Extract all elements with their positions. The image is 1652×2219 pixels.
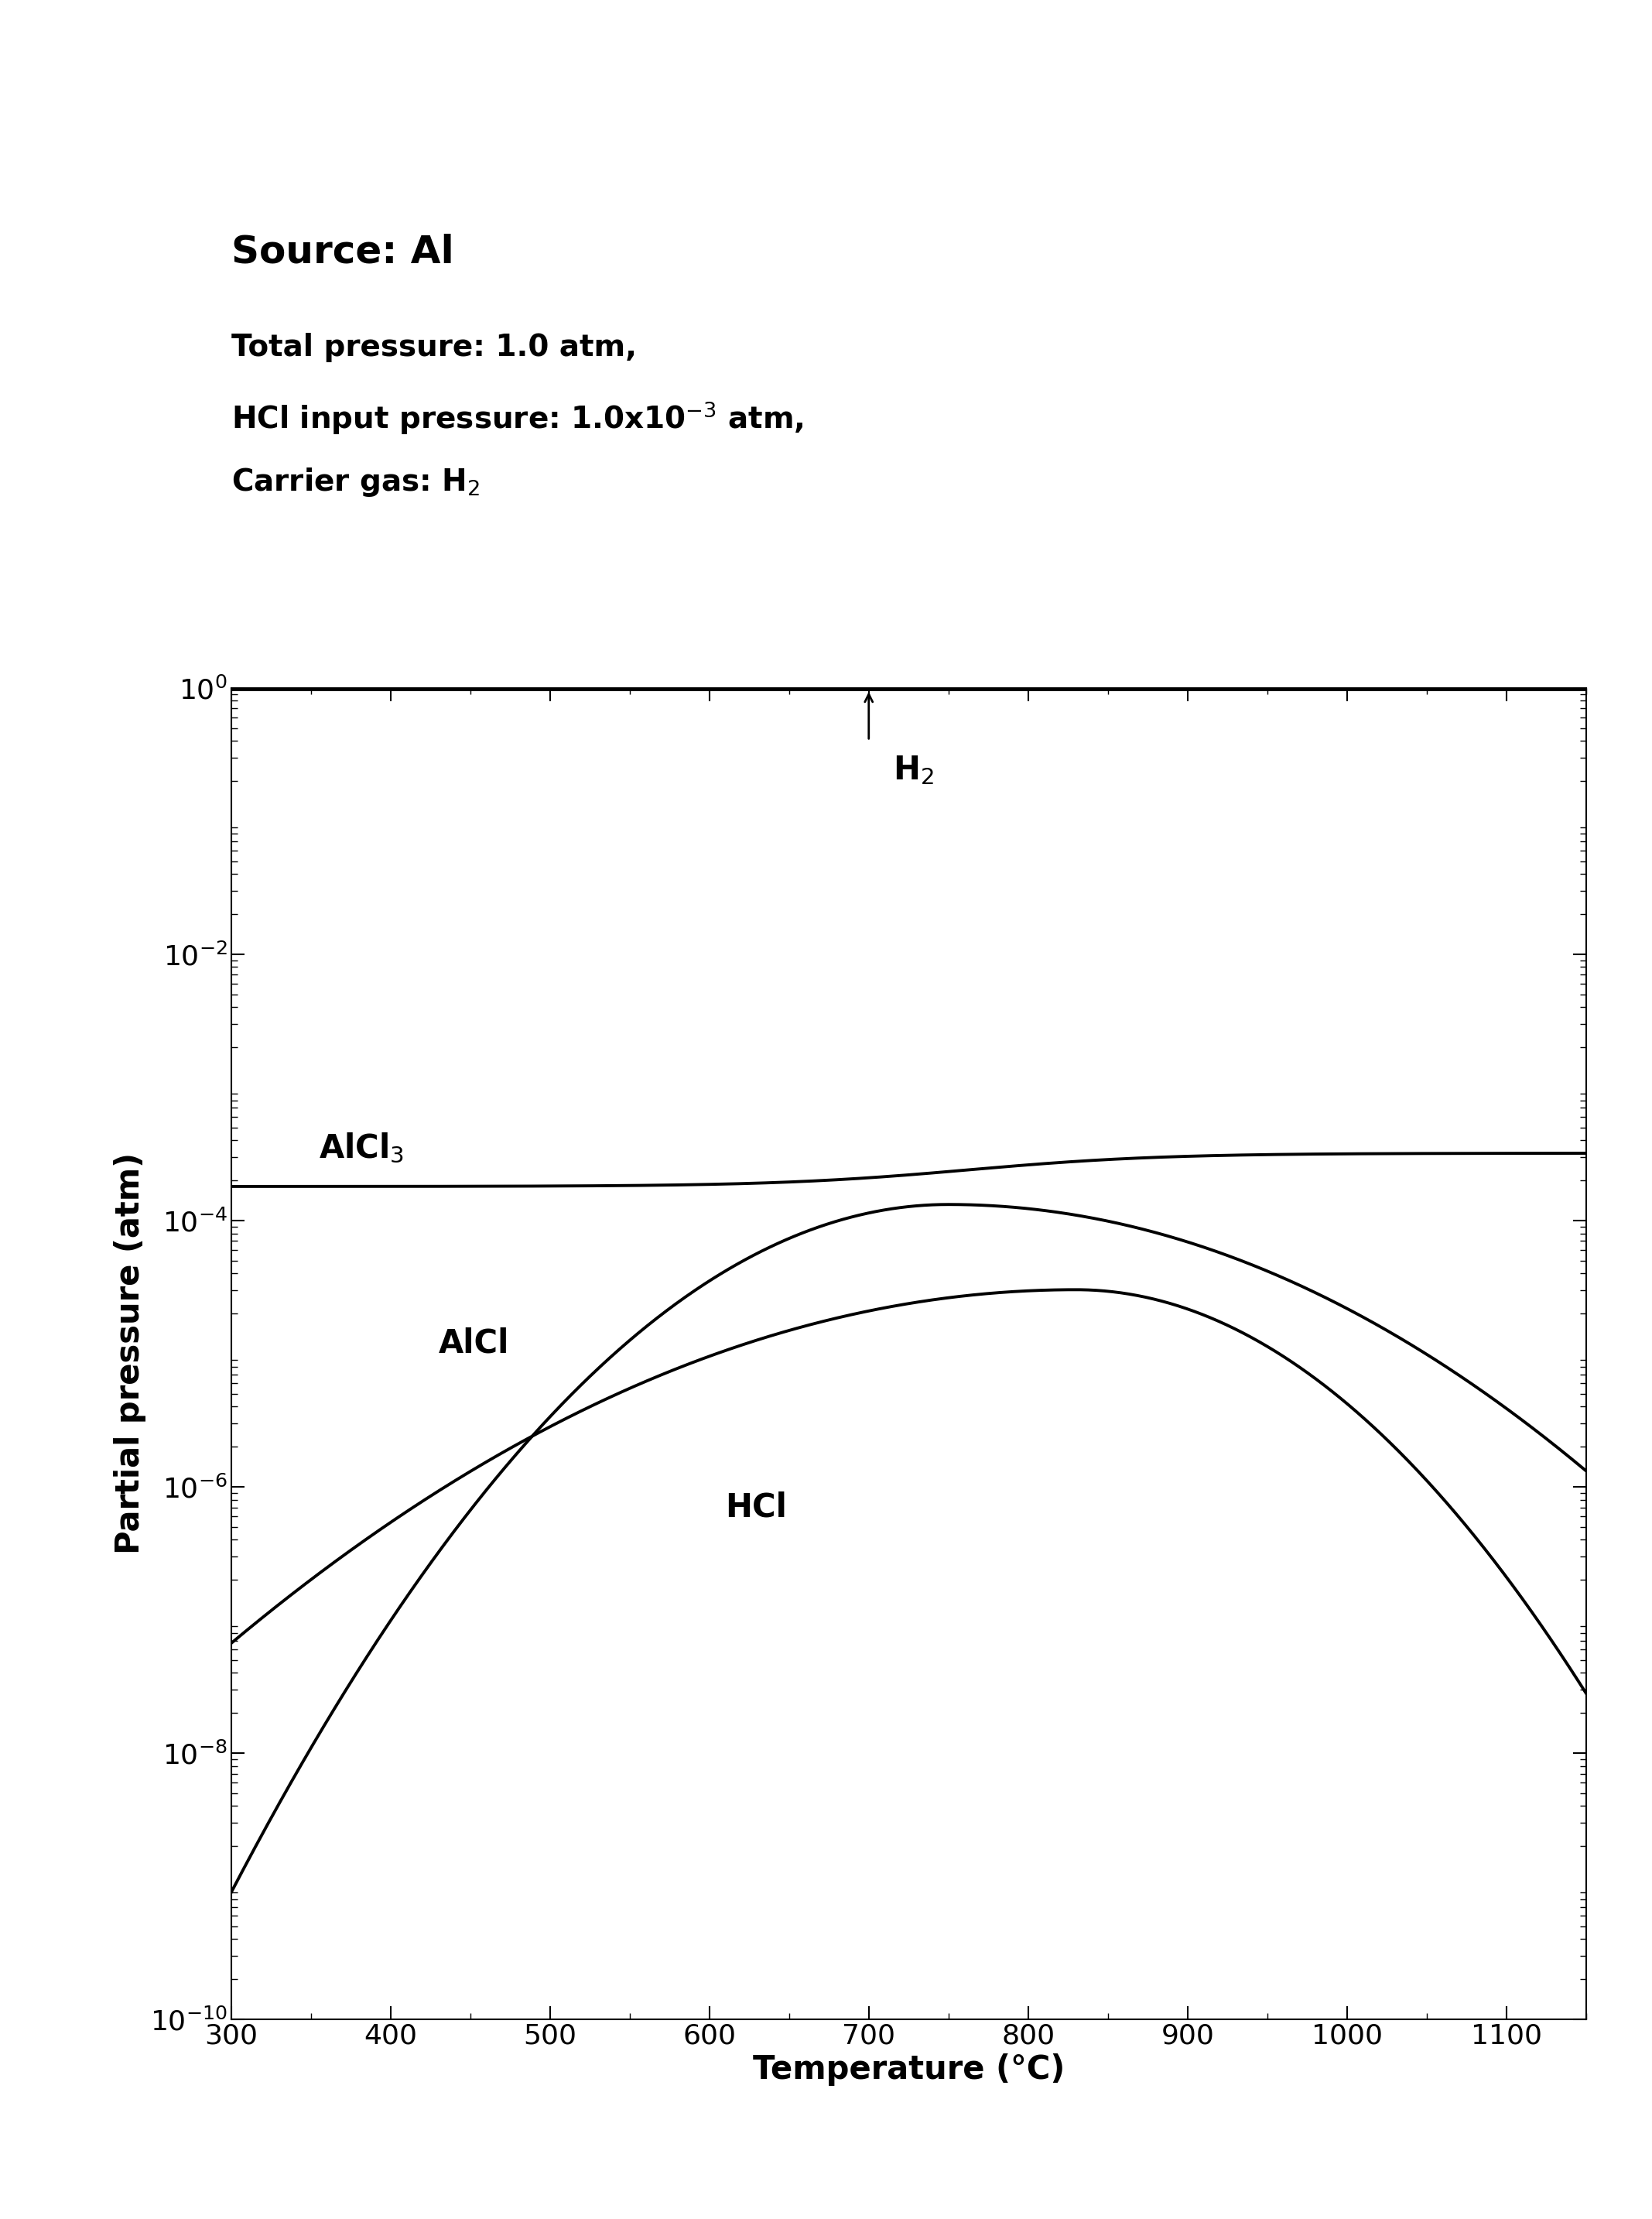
Text: HCl input pressure: 1.0x10$^{-3}$ atm,: HCl input pressure: 1.0x10$^{-3}$ atm, — [231, 399, 805, 437]
Text: Source: Al: Source: Al — [231, 233, 454, 271]
Text: HCl: HCl — [725, 1491, 786, 1524]
Text: Carrier gas: H$_2$: Carrier gas: H$_2$ — [231, 466, 479, 499]
Text: Total pressure: 1.0 atm,: Total pressure: 1.0 atm, — [231, 333, 636, 362]
Text: H$_2$: H$_2$ — [892, 754, 933, 786]
Text: AlCl: AlCl — [438, 1327, 509, 1360]
Text: AlCl$_3$: AlCl$_3$ — [319, 1132, 405, 1165]
X-axis label: Temperature (°C): Temperature (°C) — [753, 2053, 1064, 2086]
Y-axis label: Partial pressure (atm): Partial pressure (atm) — [114, 1152, 145, 1556]
